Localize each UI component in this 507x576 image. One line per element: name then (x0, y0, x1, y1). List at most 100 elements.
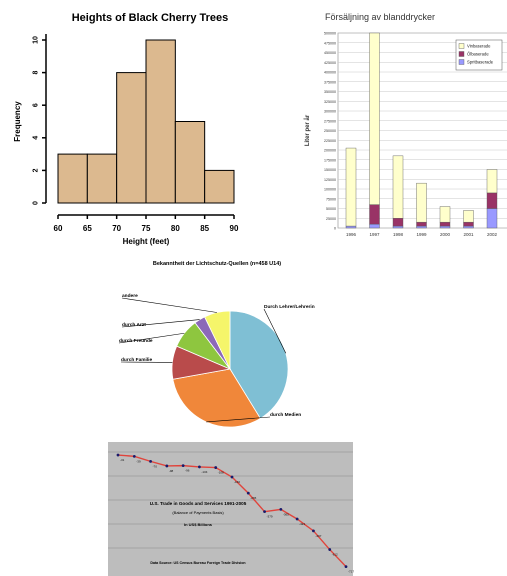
histogram-bar (204, 169, 235, 204)
y-tick-label: 8 (33, 71, 40, 75)
x-axis-label: Height (feet) (123, 237, 170, 246)
y-tick-label: 6 (33, 103, 40, 107)
y-tick-label: 375000 (324, 80, 336, 84)
stacked-bar-segment (392, 155, 404, 219)
chart-title: U.S. Trade in Goods and Services 1991-20… (150, 501, 247, 506)
trade-point (344, 565, 348, 569)
pie-slice-label: durch Medien (270, 412, 301, 418)
y-tick-label: 175000 (324, 158, 336, 162)
data-label: -612 (332, 553, 338, 557)
pie-slice (172, 368, 261, 428)
stacked-bar-segment (416, 221, 427, 227)
histogram-bar (57, 153, 88, 204)
data-label: -70 (153, 464, 158, 468)
stacked-bar-segment (439, 221, 451, 227)
stacked-bar-segment (369, 32, 380, 205)
data-label: -424 (299, 522, 305, 526)
stacked-bar-segment (416, 182, 427, 223)
legend-label: Vinbaserade (467, 44, 491, 49)
y-tick-label: 500000 (324, 32, 336, 36)
y-tick-label: 25000 (326, 217, 336, 221)
trade-point (263, 510, 266, 514)
y-tick-label: 100000 (324, 188, 336, 192)
pie-leader-line (263, 308, 287, 354)
x-tick-label: 85 (200, 224, 209, 233)
histogram-bar (116, 72, 147, 204)
pie-leader-line (121, 297, 218, 313)
y-tick-label: 0 (33, 201, 40, 205)
trade-point (198, 465, 201, 469)
x-tick-label: 2000 (440, 232, 451, 237)
x-tick-label: 65 (83, 224, 92, 233)
data-label: -98 (169, 469, 174, 473)
legend-swatch (458, 51, 465, 57)
y-tick-label: 475000 (324, 41, 336, 45)
y-tick-label: 225000 (324, 139, 336, 143)
data-label: -108 (218, 471, 224, 475)
stacked-bar-segment (392, 225, 404, 229)
stacked-bar-segment (392, 218, 404, 227)
data-label: -265 (250, 496, 256, 500)
trade-point (132, 454, 136, 458)
x-tick-label: 2001 (463, 232, 474, 237)
x-tick-label: 1999 (416, 232, 427, 237)
y-tick-label: 425000 (324, 61, 336, 65)
data-label: -379 (267, 515, 273, 519)
x-tick-label: 60 (54, 224, 63, 233)
chart-title: Bekanntheit der Lichtschutz-Quellen (n=4… (153, 261, 281, 267)
stacked-bar-segment (486, 169, 498, 194)
stacked-bar-segment (345, 225, 357, 229)
stacked-bar-segment (369, 223, 380, 229)
y-tick-label: 200000 (324, 149, 336, 153)
pie-leader-line (118, 332, 185, 344)
plot-area (108, 442, 353, 576)
stacked-bar-segment (486, 208, 498, 229)
trade-point (214, 466, 218, 469)
trade-point (149, 459, 152, 463)
trade-point (312, 529, 315, 533)
pie-chart: Bekanntheit der Lichtschutz-Quellen (n=4… (100, 252, 360, 432)
source-note: Data Source: US Census Bureau Foreign Tr… (150, 561, 245, 565)
pie-slice-label: Durch Lehrer/Lehrerin (264, 304, 315, 310)
trade-point (116, 453, 120, 457)
y-axis-label: Frequency (13, 101, 22, 142)
y-tick-label: 275000 (324, 119, 336, 123)
trade-chart: -31 -39 -70 -98 -96 -104 -108 -166 -265 -379 -365 -… (98, 432, 360, 576)
histogram-bar (86, 153, 118, 204)
unit-note: In US$ Billions (184, 522, 213, 527)
trade-point (295, 517, 299, 521)
y-axis-label: Liter per år (304, 114, 311, 146)
histogram-bar (145, 39, 176, 204)
stacked-bar-segment (416, 225, 427, 229)
stacked-bar-segment (439, 225, 451, 229)
y-tick-label: 400000 (324, 71, 336, 75)
data-label: -39 (136, 459, 141, 463)
chart-subtitle: (Balance of Payments Basis) (172, 510, 224, 515)
x-tick-label: 1996 (346, 232, 357, 237)
pie-slice-label: durch Arzt (122, 322, 146, 328)
legend-swatch (458, 43, 465, 49)
x-tick-label: 70 (112, 224, 121, 233)
sales-chart: Försäljning av blanddrycker 0 25000 50000 75… (298, 0, 507, 245)
stacked-bar-segment (369, 204, 380, 225)
y-tick-label: 350000 (324, 90, 336, 94)
pie-leader-line (121, 319, 200, 328)
y-tick-label: 75000 (326, 197, 336, 201)
histogram-chart: Heights of Black Cherry Trees 0 2 4 6 8 10 60 65… (0, 0, 250, 250)
legend-label: Spritbaserade (467, 60, 494, 65)
pie-leader-line (206, 416, 271, 423)
stacked-bar-segment (463, 221, 474, 227)
histogram-svg: Heights of Black Cherry Trees 0 2 4 6 8 10 60 65… (13, 12, 239, 246)
x-tick-label: 80 (171, 224, 180, 233)
y-tick-label: 10 (33, 36, 40, 44)
stacked-bar-segment (439, 206, 451, 223)
trade-point (279, 507, 283, 511)
y-tick-label: 4 (33, 136, 40, 140)
trade-point (181, 464, 185, 468)
trade-header (98, 432, 360, 440)
y-tick-label: 150000 (324, 168, 336, 172)
histogram-bar (174, 121, 206, 204)
stacked-bar-segment (463, 225, 474, 229)
y-tick-label: 450000 (324, 51, 336, 55)
sales-svg: Försäljning av blanddrycker 0 25000 50000 75… (304, 12, 507, 237)
